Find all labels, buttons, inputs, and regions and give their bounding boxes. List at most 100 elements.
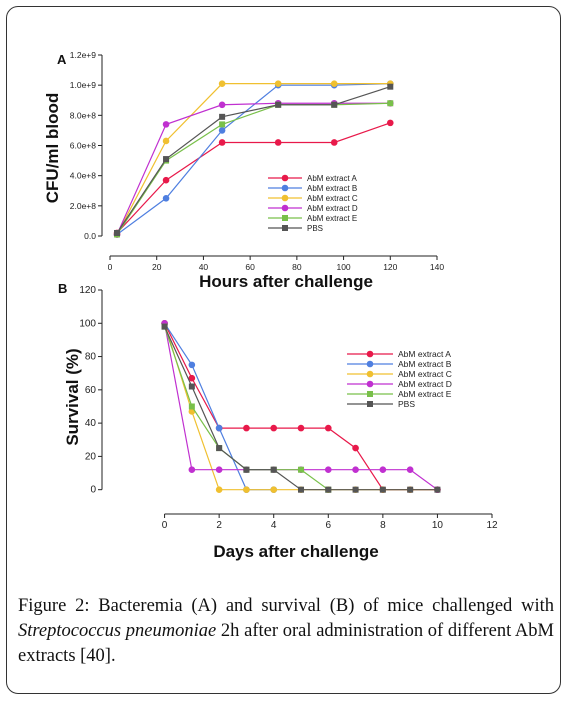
legend-marker bbox=[281, 184, 289, 192]
legend-label: AbM extract D bbox=[307, 204, 358, 213]
legend-label: AbM extract D bbox=[398, 379, 452, 389]
y-tick-label: 2.0e+8 bbox=[70, 201, 97, 211]
x-axis-title: Hours after challenge bbox=[199, 272, 373, 291]
data-point bbox=[218, 127, 226, 134]
data-point bbox=[352, 444, 359, 452]
caption-text-1: Bacteremia (A) and survival (B) of mice … bbox=[89, 596, 554, 616]
legend-marker bbox=[367, 391, 373, 397]
data-point bbox=[270, 424, 278, 432]
legend-marker bbox=[282, 215, 288, 221]
x-tick-label: 12 bbox=[486, 520, 498, 531]
x-tick-label: 2 bbox=[216, 520, 222, 531]
data-point bbox=[274, 139, 282, 146]
x-tick-label: 40 bbox=[199, 262, 209, 272]
data-point bbox=[434, 486, 441, 493]
y-tick-label: 8.0e+8 bbox=[70, 110, 97, 120]
data-point bbox=[270, 466, 277, 473]
data-point bbox=[215, 466, 223, 474]
series-line bbox=[116, 122, 391, 234]
data-point bbox=[387, 100, 394, 107]
caption-species-name: Streptococcus pneumoniae bbox=[18, 621, 217, 641]
x-axis-title: Days after challenge bbox=[213, 542, 378, 561]
data-point bbox=[188, 403, 195, 410]
legend-label: AbM extract C bbox=[398, 369, 452, 379]
data-point bbox=[331, 101, 338, 108]
data-point bbox=[216, 445, 223, 452]
legend-marker bbox=[366, 360, 374, 368]
data-point bbox=[162, 176, 170, 184]
caption-text-2: 2h after oral administration of differen… bbox=[18, 621, 554, 666]
series-line bbox=[116, 83, 391, 235]
x-tick-label: 140 bbox=[430, 262, 444, 272]
data-point bbox=[188, 466, 196, 474]
legend-marker bbox=[367, 401, 373, 407]
legend-marker bbox=[281, 204, 289, 212]
series-line bbox=[163, 323, 438, 491]
legend-label: AbM extract C bbox=[307, 194, 358, 203]
data-point bbox=[162, 137, 170, 145]
data-point bbox=[386, 119, 394, 127]
legend-marker bbox=[366, 380, 374, 388]
y-tick-label: 80 bbox=[85, 352, 97, 363]
series-line bbox=[116, 102, 391, 235]
legend-label: PBS bbox=[398, 399, 415, 409]
x-tick-label: 8 bbox=[380, 520, 386, 531]
data-point bbox=[114, 229, 121, 236]
x-tick-label: 120 bbox=[383, 262, 397, 272]
figure-charts: A 0.0 2.0e+8 4.0e+8 6.0e+8 8.0e+8 1.0e+9 1.2e+9… bbox=[43, 50, 498, 561]
data-point bbox=[352, 466, 359, 474]
x-tick-label: 80 bbox=[292, 262, 302, 272]
x-tick-label: 4 bbox=[271, 520, 277, 531]
data-point bbox=[297, 424, 305, 432]
legend-label: AbM extract B bbox=[307, 184, 357, 193]
y-tick-label: 0 bbox=[90, 485, 96, 496]
y-tick-label: 1.2e+9 bbox=[70, 50, 97, 60]
y-tick-label: 60 bbox=[85, 385, 97, 396]
legend-label: AbM extract E bbox=[307, 214, 357, 223]
y-tick-label: 40 bbox=[85, 418, 97, 429]
series-line bbox=[164, 323, 438, 491]
data-point bbox=[352, 486, 359, 493]
series-line bbox=[116, 86, 391, 234]
caption-figure-label: Figure 2: bbox=[18, 596, 90, 616]
data-point bbox=[163, 156, 170, 163]
y-tick-label: 6.0e+8 bbox=[70, 141, 97, 151]
data-point bbox=[215, 424, 223, 432]
x-tick-label: 20 bbox=[152, 262, 162, 272]
data-point bbox=[275, 101, 282, 108]
data-point bbox=[219, 121, 226, 128]
data-point bbox=[379, 486, 386, 493]
data-point bbox=[188, 361, 196, 369]
x-tick-label: 10 bbox=[432, 520, 444, 531]
data-point bbox=[162, 194, 170, 202]
y-axis-title: Survival (%) bbox=[63, 348, 82, 445]
data-point bbox=[219, 113, 226, 120]
panel-label: B bbox=[58, 281, 67, 296]
series-line bbox=[164, 326, 438, 491]
data-point bbox=[270, 486, 278, 493]
data-point bbox=[243, 486, 250, 493]
x-tick-label: 60 bbox=[245, 262, 255, 272]
legend-label: AbM extract E bbox=[398, 389, 452, 399]
y-tick-label: 120 bbox=[79, 285, 96, 296]
data-point bbox=[330, 139, 338, 146]
y-tick-label: 0.0 bbox=[84, 231, 96, 241]
data-point bbox=[324, 424, 332, 432]
panel-label: A bbox=[57, 52, 67, 67]
data-point bbox=[243, 466, 250, 473]
legend-marker bbox=[366, 350, 374, 358]
legend-marker bbox=[366, 370, 374, 378]
data-point bbox=[407, 486, 414, 493]
data-point bbox=[218, 80, 226, 87]
legend-marker bbox=[282, 225, 288, 231]
series-line bbox=[163, 323, 438, 491]
legend-marker bbox=[281, 174, 289, 182]
data-point bbox=[379, 466, 387, 474]
data-point bbox=[298, 466, 304, 473]
y-tick-label: 100 bbox=[79, 318, 96, 329]
series-line bbox=[116, 102, 391, 235]
data-point bbox=[188, 374, 196, 382]
x-tick-label: 6 bbox=[326, 520, 332, 531]
